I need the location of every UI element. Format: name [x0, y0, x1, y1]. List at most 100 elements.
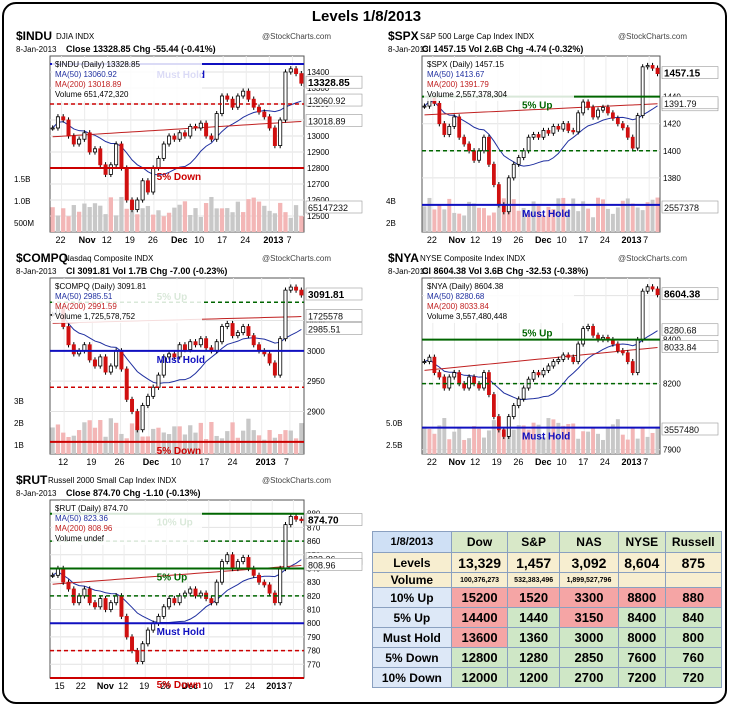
table-cell — [664, 572, 723, 588]
volume-bar — [635, 438, 640, 454]
table-cell: 13,329 — [450, 552, 509, 573]
volume-bar — [108, 418, 113, 454]
candle-body — [114, 350, 119, 367]
volume-bar — [640, 428, 645, 454]
volume-bar — [87, 420, 92, 454]
price-tag — [305, 558, 363, 571]
volume-bar — [230, 212, 235, 232]
candle-body — [551, 361, 556, 367]
candle-body — [516, 398, 521, 406]
table-cell: 12800 — [450, 647, 509, 668]
volume-tick-label: 4B — [386, 197, 396, 206]
x-tick-label: 2013 — [256, 457, 276, 467]
volume-bar — [140, 208, 145, 232]
volume-bar — [491, 212, 496, 232]
candle-body — [140, 405, 145, 431]
volume-bar — [166, 212, 172, 232]
volume-bar — [203, 438, 209, 454]
volume-bar — [98, 420, 103, 454]
candle-body — [611, 112, 615, 119]
volume-bar — [209, 421, 214, 454]
candle-body — [124, 615, 129, 638]
candle-body — [472, 150, 476, 161]
volume-tick-label: 2B — [14, 419, 24, 428]
x-tick-label: 7 — [643, 457, 648, 467]
volume-bar — [551, 419, 556, 454]
candle-body — [457, 116, 462, 138]
y-tick-label: 780 — [307, 647, 321, 656]
x-tick-label: 10 — [557, 457, 567, 467]
volume-bar — [124, 438, 129, 454]
table-row-label: 10% Up — [372, 587, 452, 608]
x-tick-label: Nov — [448, 457, 465, 467]
level-label: Must Hold — [522, 432, 570, 443]
chart-quote: Cl 8604.38 Vol 3.6B Chg -32.53 (-0.38%) — [422, 266, 588, 276]
candle-body — [625, 352, 630, 363]
x-tick-label: 7 — [287, 681, 292, 691]
candle-body — [615, 343, 620, 351]
volume-bar — [225, 208, 230, 232]
candle-body — [225, 554, 230, 563]
price-tag-label: 3557480 — [664, 425, 699, 435]
volume-bar — [161, 216, 166, 232]
legend-entry: MA(50) 1413.67 — [427, 70, 485, 79]
x-tick-label: 17 — [199, 457, 209, 467]
x-tick-label: 10 — [171, 457, 181, 467]
table-row-label: 5% Down — [372, 647, 452, 668]
chart-svg: $NYA NYSE Composite Index INDX @StockChart… — [386, 251, 719, 467]
volume-bar — [272, 437, 278, 454]
y-tick-label: 12900 — [307, 148, 330, 157]
x-tick-label: 17 — [578, 457, 588, 467]
candle-body — [566, 354, 571, 358]
candle-body — [283, 289, 288, 340]
candle-body — [182, 344, 187, 351]
candle-body — [161, 356, 166, 376]
volume-bar — [486, 215, 491, 232]
volume-bar — [472, 426, 477, 454]
chart-date: 8-Jan-2013 — [388, 267, 429, 276]
candle-body — [156, 374, 161, 388]
price-tag — [305, 322, 363, 335]
candle-body — [188, 126, 193, 137]
y-tick-label: 860 — [307, 537, 321, 546]
volume-bar — [82, 422, 87, 454]
legend-entry: MA(200) 1391.79 — [427, 80, 489, 89]
candle-body — [283, 71, 288, 121]
candle-body — [156, 615, 161, 624]
candle-body — [103, 164, 108, 175]
candle-body — [596, 109, 600, 118]
table-cell: 760 — [664, 647, 723, 668]
volume-bar — [531, 201, 536, 232]
volume-bar — [198, 216, 203, 232]
volume-bar — [601, 439, 605, 454]
chart-date: 8-Jan-2013 — [16, 489, 57, 498]
ma200-line — [424, 103, 658, 116]
x-tick-label: 26 — [513, 235, 523, 245]
legend-box — [52, 280, 202, 323]
table-cell: 720 — [664, 667, 723, 688]
candle-body — [151, 622, 156, 631]
candle-body — [66, 326, 71, 346]
volume-bar — [586, 208, 591, 232]
table-cell: 3150 — [558, 607, 620, 628]
candle-body — [98, 598, 103, 608]
volume-bar — [452, 431, 457, 454]
candle-body — [655, 288, 660, 296]
table-row: Levels 13,329 1,457 3,092 8,604 875 — [372, 552, 723, 573]
candle-body — [241, 326, 246, 334]
candle-body — [437, 372, 442, 378]
candle-body — [172, 135, 177, 140]
y-tick-label: 13000 — [307, 132, 330, 141]
candle-body — [87, 344, 92, 361]
table-cell: 1,899,527,796 — [558, 572, 620, 588]
candle-body — [145, 395, 150, 406]
candle-body — [71, 344, 76, 355]
volume-bar — [506, 200, 511, 232]
table-cell: 880 — [664, 587, 723, 608]
ma50-line — [52, 310, 302, 385]
candle-body — [219, 326, 224, 343]
candle-body — [591, 107, 595, 118]
candle-body — [230, 98, 235, 108]
